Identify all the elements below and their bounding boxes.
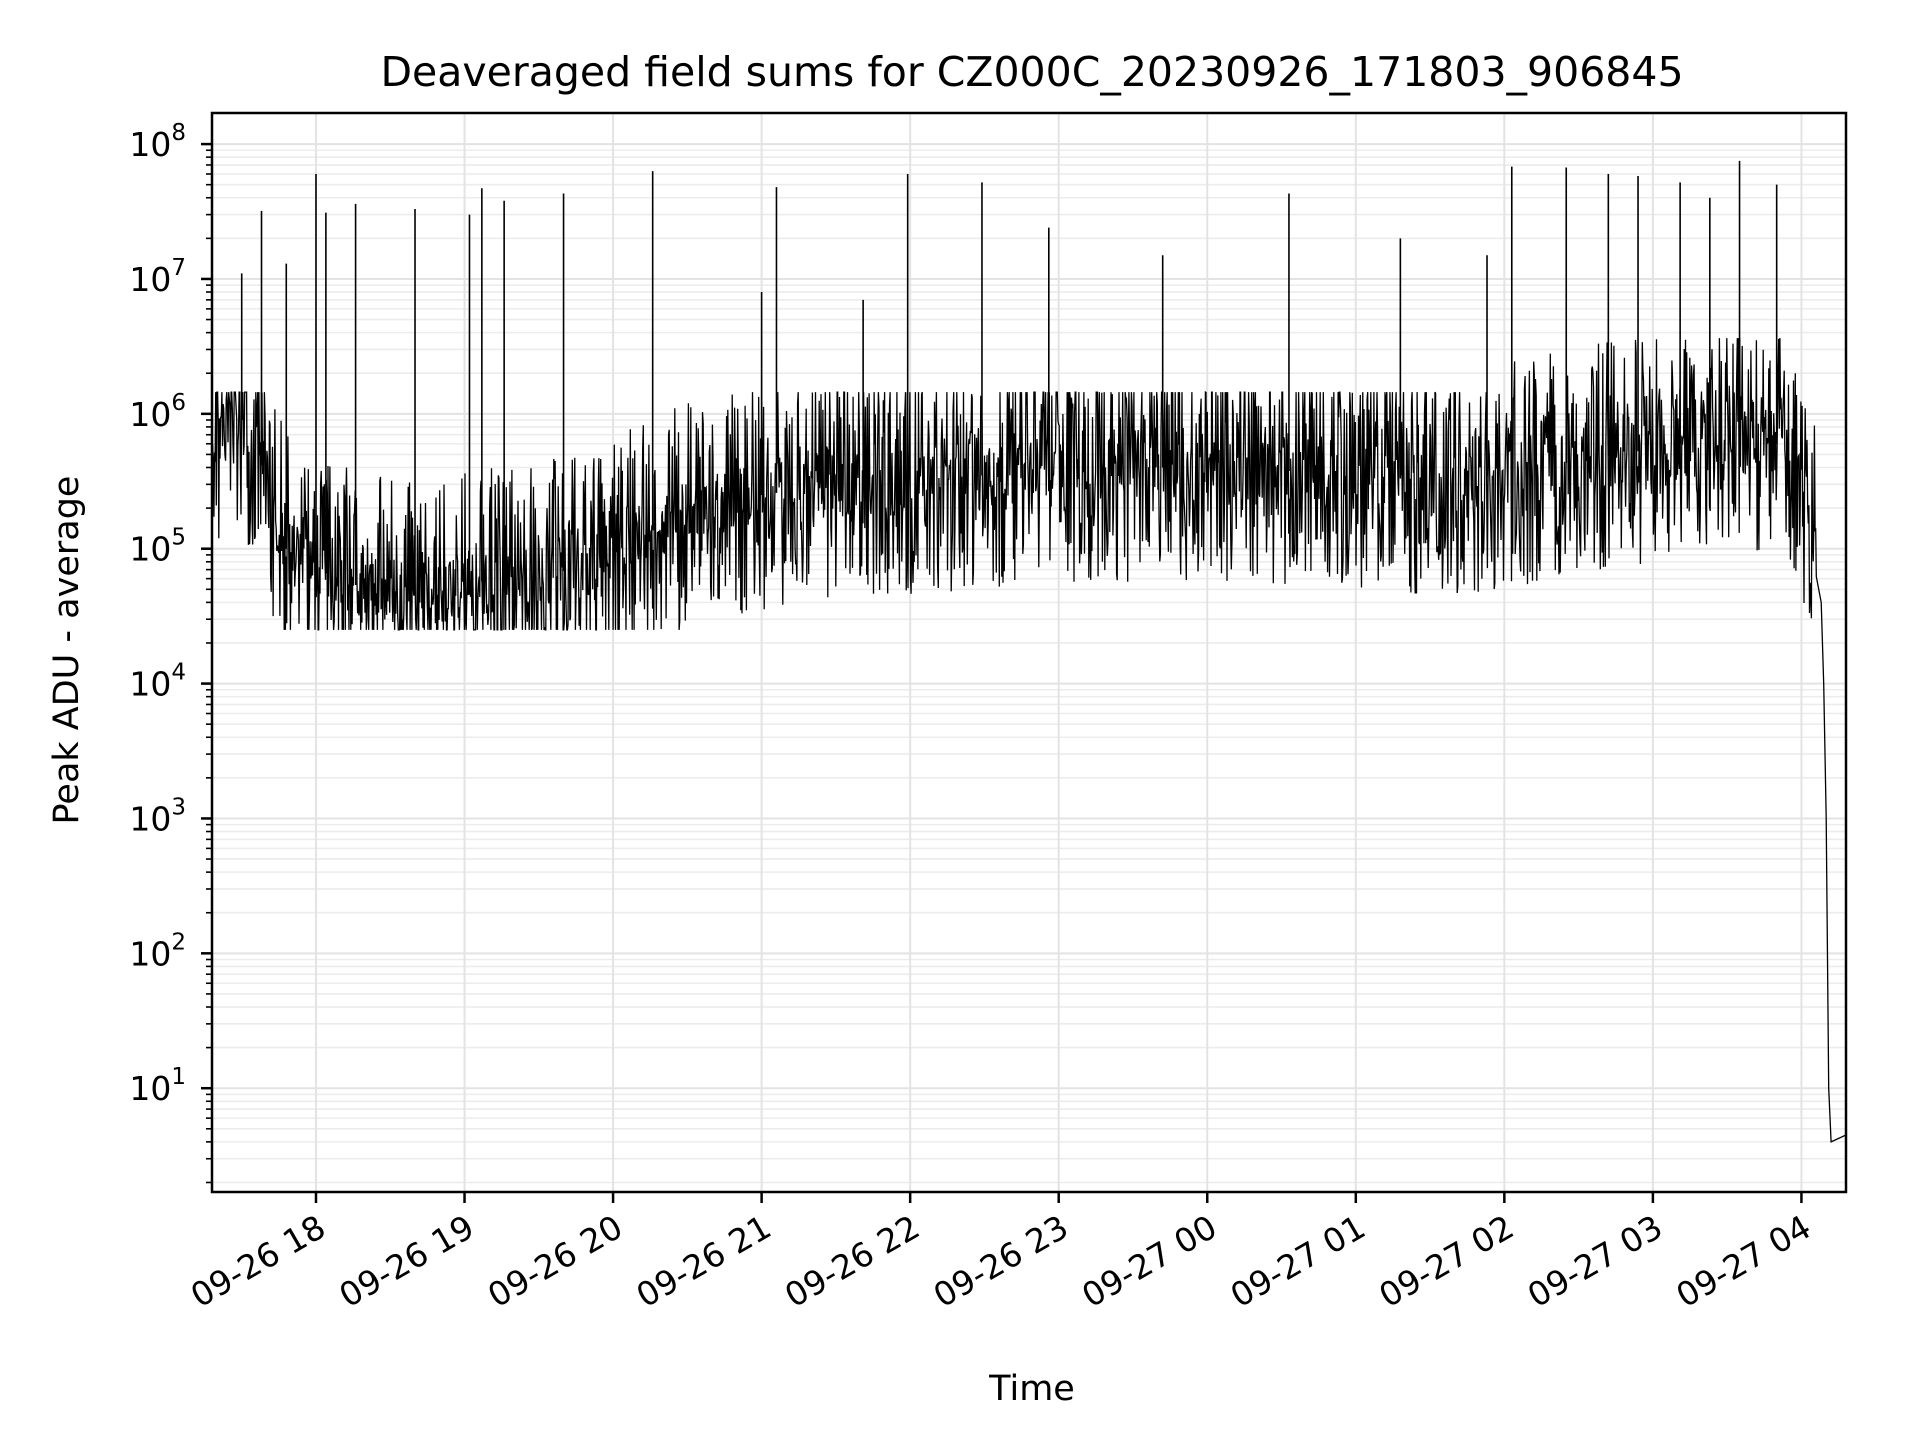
series-line [211,338,1847,1143]
x-tick-label: 09-27 02 [1372,1207,1520,1315]
y-tick-label-exponent: 6 [171,390,186,416]
y-tick-label: 105 [129,525,186,569]
y-tick-label: 106 [129,390,186,434]
y-tick-label: 102 [129,929,186,973]
y-tick-label: 108 [129,120,186,164]
y-tick-label-base: 10 [129,665,171,704]
y-tick-label-exponent: 5 [171,525,186,551]
y-tick-label-base: 10 [129,260,171,299]
y-tick-label-base: 10 [129,1069,171,1108]
x-tick-label: 09-26 18 [184,1207,332,1315]
y-tick-label-exponent: 1 [171,1064,186,1090]
y-tick-label-exponent: 8 [171,120,186,146]
y-tick-label: 103 [129,794,186,838]
y-tick-label: 104 [129,660,186,704]
x-tick-label: 09-27 04 [1669,1207,1817,1315]
y-tick-label: 107 [129,255,186,299]
y-tick-label-base: 10 [129,799,171,838]
x-tick-label: 09-26 23 [927,1207,1075,1315]
x-tick-label: 09-27 03 [1521,1207,1669,1315]
plot-frame [210,111,1848,1194]
y-tick-label: 101 [129,1064,186,1108]
x-tick-label: 09-26 22 [778,1207,926,1315]
x-axis-label: Time [988,1369,1075,1409]
y-tick-label-exponent: 4 [171,660,186,686]
y-tick-label-base: 10 [129,934,171,973]
x-tick-label: 09-26 21 [630,1207,778,1315]
y-tick-label-base: 10 [129,530,171,569]
y-tick-label-base: 10 [129,125,171,164]
x-tick-label: 09-27 01 [1224,1207,1372,1315]
y-tick-label-exponent: 2 [171,929,186,955]
x-tick-label: 09-26 20 [481,1207,629,1315]
x-tick-label: 09-27 00 [1075,1207,1223,1315]
y-axis-label: Peak ADU - average [47,476,87,825]
x-axis: 09-26 18 09-26 19 09-26 20 09-26 21 09-26 22… [184,1192,1817,1315]
y-tick-label-exponent: 3 [171,794,186,820]
chart-title: Deaveraged field sums for CZ000C_2023092… [380,48,1683,96]
grid [212,113,1846,1192]
x-tick-label: 09-26 19 [333,1207,481,1315]
series [211,160,1847,1143]
y-tick-label-exponent: 7 [171,255,186,281]
y-tick-label-base: 10 [129,395,171,434]
